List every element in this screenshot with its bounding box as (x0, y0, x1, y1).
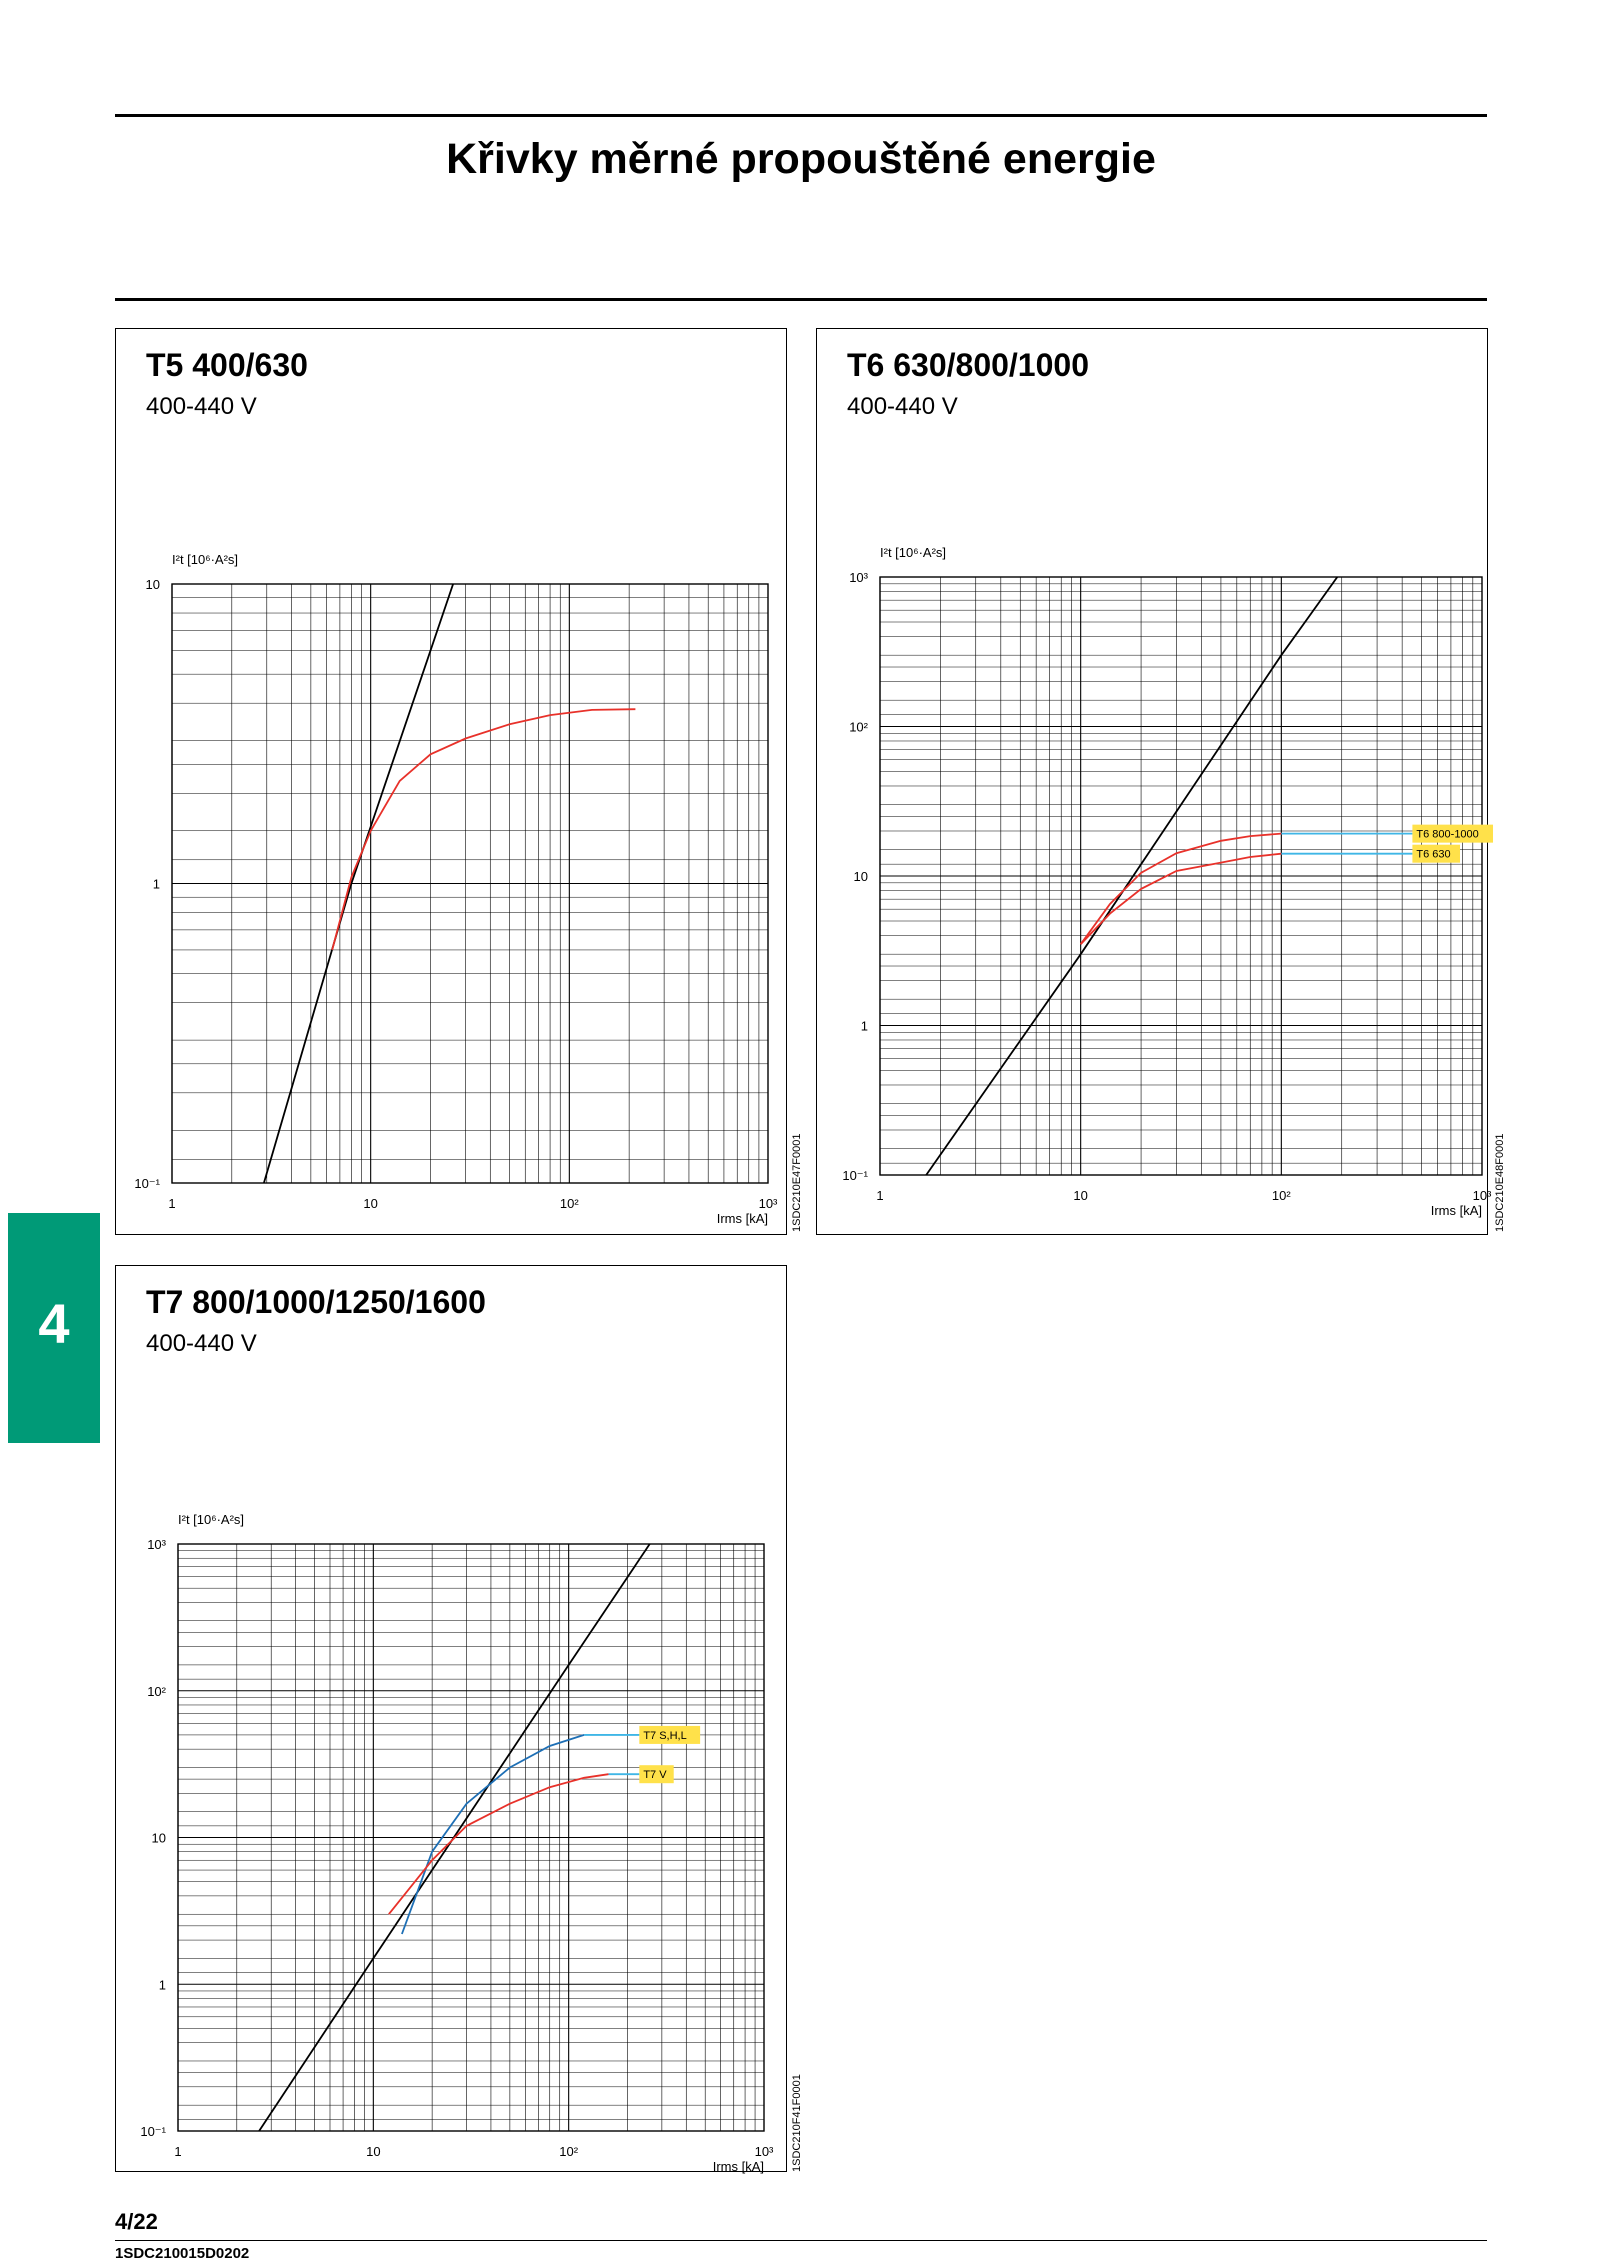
x-tick-label: 1 (174, 2144, 181, 2159)
y-tick-label: 10³ (147, 1537, 166, 1552)
series-line (263, 583, 454, 1184)
chart-title: T5 400/630 (146, 347, 308, 383)
grid (171, 584, 768, 1184)
series-tag-label: T7 S,H,L (643, 1730, 686, 1742)
series-line (388, 1773, 609, 1915)
x-tick-label: 10² (1272, 1188, 1291, 1203)
series-line (1080, 852, 1282, 945)
plot-frame (177, 1543, 765, 2132)
grid (879, 577, 1482, 1176)
x-axis-label: Irms [kA] (1431, 1203, 1482, 1218)
y-tick-label: 1 (153, 877, 160, 892)
x-tick-label: 10³ (1473, 1188, 1492, 1203)
series-line (925, 576, 1339, 1176)
series-line (1079, 832, 1282, 945)
x-tick-label: 10³ (759, 1196, 778, 1211)
chart-title: T6 630/800/1000 (847, 347, 1089, 383)
y-axis-label: I²t [10⁶·A²s] (172, 552, 238, 567)
chart-subtitle: 400-440 V (146, 1330, 257, 1357)
y-axis-label: I²t [10⁶·A²s] (880, 545, 946, 560)
y-tick-label: 10 (854, 869, 868, 884)
top-rule (115, 114, 1487, 117)
x-tick-label: 1 (876, 1188, 883, 1203)
series-tag-box (1412, 824, 1494, 843)
y-tick-label: 1 (861, 1019, 868, 1034)
grid (177, 1544, 764, 2132)
y-tick-label: 10² (147, 1684, 166, 1699)
series-tag-box (1412, 844, 1461, 863)
chart-panel-t6: T6 630/800/1000 400-440 V (816, 328, 1488, 1235)
x-axis-label: Irms [kA] (717, 1211, 768, 1226)
chart-title: T7 800/1000/1250/1600 (146, 1284, 486, 1320)
y-tick-label: 10 (146, 577, 160, 592)
document-code: 1SDC210015D0202 (115, 2245, 250, 2262)
page-number: 4/22 (115, 2209, 158, 2234)
series-line (331, 708, 636, 951)
series-line (258, 1543, 651, 2132)
section-tab: 4 (8, 1213, 100, 1443)
series-tag-label: T6 630 (1416, 849, 1450, 861)
image-code: 1SDC210F41F0001 (791, 2074, 803, 2172)
series-tag-label: T7 V (643, 1769, 667, 1781)
y-tick-label: 1 (159, 1977, 166, 1992)
x-tick-label: 10² (560, 1196, 579, 1211)
x-tick-label: 10² (559, 2144, 578, 2159)
x-tick-label: 10 (1073, 1188, 1087, 1203)
y-tick-label: 10⁻¹ (134, 1176, 160, 1191)
x-axis-label: Irms [kA] (713, 2159, 764, 2174)
chart-panel-t5: T5 400/630 400-440 V (115, 328, 787, 1235)
series-line (401, 1734, 585, 1935)
plot-frame (171, 583, 769, 1184)
y-tick-label: 10⁻¹ (842, 1168, 868, 1183)
chart-subtitle: 400-440 V (847, 393, 958, 420)
series-tag-box (639, 1725, 701, 1744)
chart-subtitle: 400-440 V (146, 393, 257, 420)
footer-rule (115, 2240, 1487, 2241)
section-number: 4 (38, 1292, 70, 1355)
title-bottom-rule (115, 298, 1487, 301)
series-tag-box (639, 1765, 674, 1784)
x-tick-label: 10 (366, 2144, 380, 2159)
y-tick-label: 10³ (849, 570, 868, 585)
x-tick-label: 10³ (755, 2144, 774, 2159)
chart-panel-t7: T7 800/1000/1250/1600 400-440 V (115, 1265, 787, 2172)
plot-frame (879, 576, 1483, 1176)
y-tick-label: 10 (152, 1831, 166, 1846)
x-tick-label: 1 (168, 1196, 175, 1211)
y-axis-label: I²t [10⁶·A²s] (178, 1512, 244, 1527)
series-tag-label: T6 800-1000 (1416, 829, 1478, 841)
y-tick-label: 10⁻¹ (140, 2124, 166, 2139)
y-tick-label: 10² (849, 720, 868, 735)
x-tick-label: 10 (363, 1196, 377, 1211)
page-title: Křivky měrné propouštěné energie (446, 135, 1156, 183)
